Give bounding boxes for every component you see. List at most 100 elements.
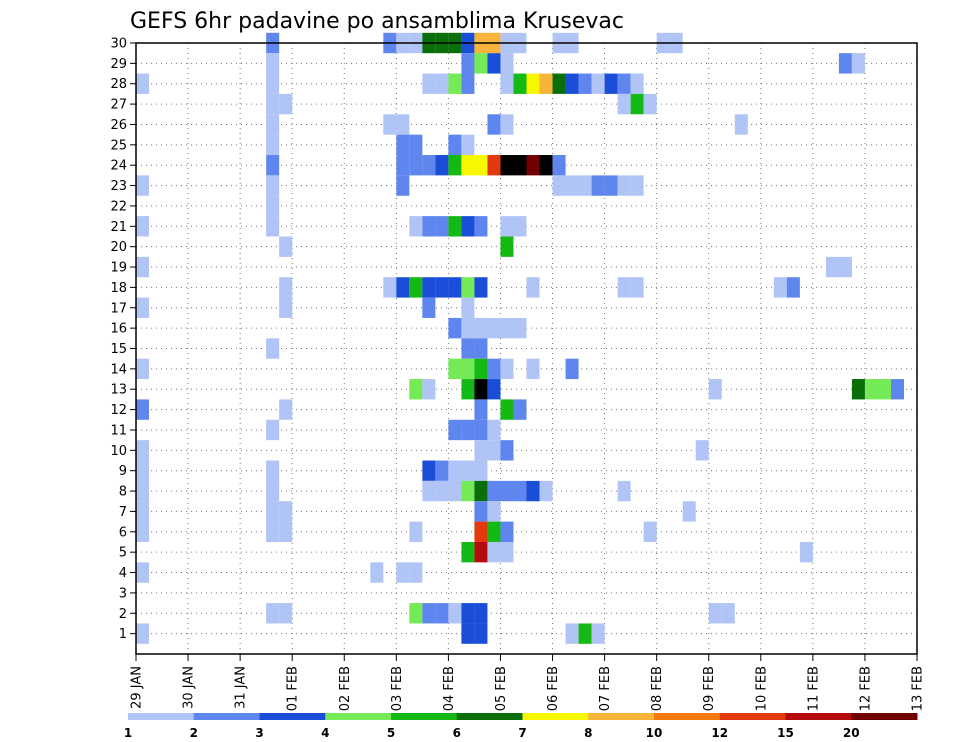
y-axis: 1234567891011121314151617181920212223242… (110, 37, 136, 642)
y-tick-label: 21 (110, 220, 127, 235)
heatmap-cell (474, 419, 488, 441)
legend-label: 12 (711, 726, 728, 740)
heatmap-cell (409, 562, 423, 583)
heatmap-cell (266, 419, 280, 441)
heatmap-cell (266, 460, 280, 481)
heatmap-cell (539, 155, 553, 176)
heatmap-cell (461, 419, 475, 441)
heatmap-cell (266, 521, 280, 542)
heatmap-cell (266, 338, 280, 359)
x-tick-label: 29 JAN (130, 666, 145, 709)
x-axis: 29 JAN 30 JAN 31 JAN 01 FEB 02 FEB 03 FEB 04 F… (130, 654, 926, 711)
heatmap-cell (591, 175, 605, 196)
y-tick-label: 22 (110, 199, 127, 214)
heatmap-cell (526, 358, 540, 380)
heatmap-cell (266, 134, 280, 156)
heatmap-cell (461, 277, 475, 298)
heatmap-cell (409, 216, 423, 237)
heatmap-cell (266, 114, 280, 135)
y-tick-label: 10 (110, 444, 127, 459)
heatmap-cell (409, 155, 423, 176)
heatmap-cell (136, 460, 150, 481)
y-tick-label: 3 (119, 586, 127, 601)
heatmap-cell (500, 155, 514, 176)
heatmap-cell (396, 155, 410, 176)
y-tick-label: 11 (110, 423, 127, 438)
heatmap-cell (604, 175, 618, 196)
heatmap-cell (279, 277, 293, 298)
heatmap-cell (409, 521, 423, 542)
legend-swatch (719, 713, 786, 720)
heatmap-cell (500, 399, 514, 420)
heatmap-cell (591, 623, 605, 644)
y-tick-label: 23 (110, 179, 127, 194)
chart-title: GEFS 6hr padavine po ansamblima Krusevac (130, 9, 624, 34)
heatmap-cell (513, 317, 527, 339)
heatmap-cell (461, 480, 475, 502)
heatmap-cell (513, 399, 527, 420)
heatmap-cell (448, 73, 462, 94)
x-tick-label: 10 FEB (754, 666, 769, 711)
heatmap-cell (435, 603, 449, 624)
heatmap-cell (266, 195, 280, 217)
heatmap-cell (422, 155, 436, 176)
heatmap-cell (409, 379, 423, 400)
heatmap-cell (461, 338, 475, 359)
y-tick-label: 30 (110, 37, 127, 52)
heatmap-cell (461, 297, 475, 318)
legend-label: 7 (518, 726, 526, 740)
heatmap-cell (643, 521, 657, 542)
heatmap-cell (500, 236, 514, 257)
heatmap-cell (565, 73, 579, 94)
heatmap-cell (474, 521, 488, 542)
heatmap-cell (552, 175, 566, 196)
heatmap-cell (474, 541, 488, 563)
y-tick-label: 27 (110, 98, 127, 113)
heatmap-cell (487, 358, 501, 380)
heatmap-cell (552, 155, 566, 176)
x-tick-label: 31 JAN (234, 666, 249, 709)
heatmap-cell (695, 440, 709, 461)
heatmap-cell (500, 317, 514, 339)
y-tick-label: 6 (119, 525, 127, 540)
y-tick-label: 29 (110, 57, 127, 72)
y-tick-label: 1 (119, 627, 127, 642)
heatmap-cell (136, 256, 150, 278)
heatmap-cell (474, 53, 488, 74)
heatmap-cell (461, 623, 475, 644)
heatmap-cell (877, 379, 891, 400)
heatmap-cell (422, 480, 436, 502)
heatmap-cell (422, 297, 436, 318)
heatmap-cell (370, 562, 384, 583)
y-tick-label: 14 (110, 362, 127, 377)
heatmap-cell (487, 419, 501, 441)
y-tick-label: 12 (110, 403, 127, 418)
x-tick-label: 13 FEB (911, 666, 926, 711)
legend-label: 1 (124, 726, 132, 740)
heatmap-cell (864, 379, 878, 400)
heatmap-cell (448, 480, 462, 502)
legend-swatch (522, 713, 589, 720)
heatmap-cell (422, 216, 436, 237)
heatmap-cell (500, 480, 514, 502)
heatmap-cell (578, 175, 592, 196)
heatmap-cell (487, 480, 501, 502)
heatmap-cell (643, 93, 657, 115)
heatmap-cell (136, 562, 150, 583)
heatmap-cell (435, 480, 449, 502)
heatmap-cell (890, 379, 904, 400)
heatmap-cell (461, 460, 475, 481)
heatmap-cell (279, 297, 293, 318)
heatmap-cell (474, 460, 488, 481)
heatmap-cell (617, 480, 631, 502)
heatmap-cell (513, 216, 527, 237)
heatmap-cell (565, 358, 579, 380)
heatmap-cell (422, 379, 436, 400)
heatmap-cell (617, 277, 631, 298)
heatmap-cell (461, 317, 475, 339)
color-legend: 1 2 3 4 5 6 7 8 10 12 15 20 (124, 713, 918, 740)
heatmap-cell (825, 256, 839, 278)
heatmap-cell (396, 134, 410, 156)
heatmap-cell (396, 114, 410, 135)
heatmap-cell (461, 603, 475, 624)
